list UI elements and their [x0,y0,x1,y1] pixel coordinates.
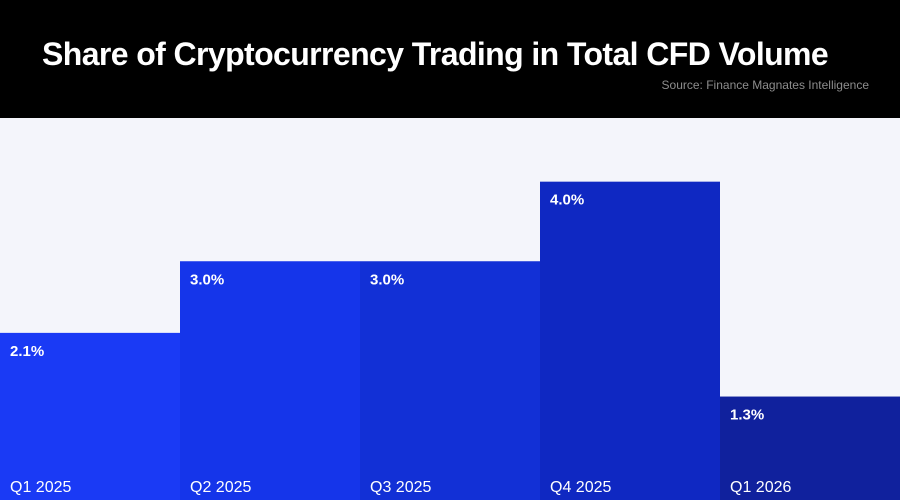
category-label-1: Q2 2025 [190,479,251,496]
bar-4 [720,396,900,500]
bar-value-label-1: 3.0% [190,271,224,288]
source-note: Source: Finance Magnates Intelligence [661,78,869,92]
chart-plot-area: 2.1% Q1 2025 3.0% Q2 2025 3.0% Q3 2025 4.0% Q4 … [0,118,900,500]
header-banner: Share of Cryptocurrency Trading in Total… [0,0,900,118]
bar-value-label-4: 1.3% [730,407,764,424]
category-label-3: Q4 2025 [550,479,611,496]
bar-0 [0,332,180,500]
bar-value-label-2: 3.0% [370,271,404,288]
bar-1 [180,261,360,500]
category-label-2: Q3 2025 [370,479,431,496]
chart-title: Share of Cryptocurrency Trading in Total… [42,36,829,72]
bar-value-label-0: 2.1% [10,343,44,360]
bar-value-label-3: 4.0% [550,192,584,209]
category-label-4: Q1 2026 [730,479,791,496]
bar-chart: 2.1% Q1 2025 3.0% Q2 2025 3.0% Q3 2025 4.0% Q4 … [0,181,900,500]
bar-3 [540,181,720,500]
category-label-0: Q1 2025 [10,479,71,496]
bar-2 [360,261,540,500]
